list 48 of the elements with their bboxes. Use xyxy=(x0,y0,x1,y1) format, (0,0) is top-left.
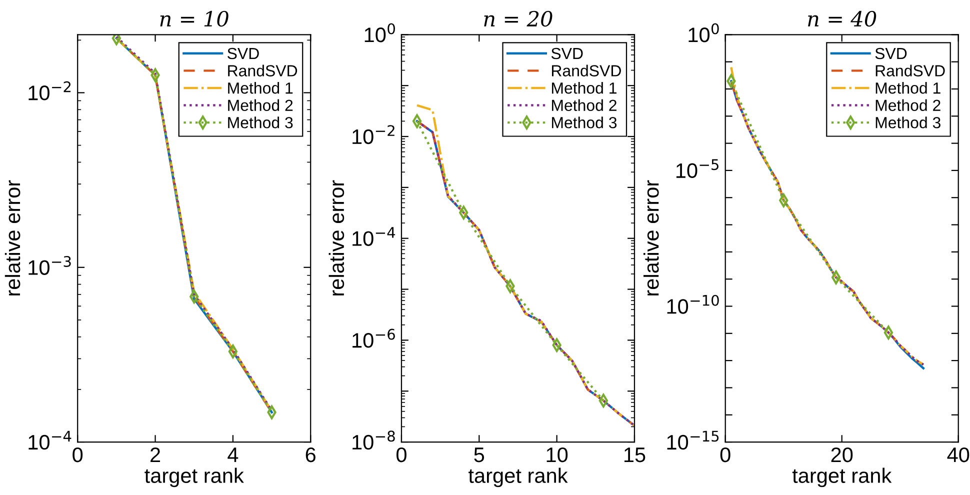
legend-label: Method 1 xyxy=(228,82,293,94)
legend-label: RandSVD xyxy=(228,64,298,76)
x-tick-label: 15 xyxy=(624,448,646,462)
x-tick-label: 40 xyxy=(947,447,970,462)
x-tick-label: 5 xyxy=(474,448,484,462)
y-tick-label: 10$^{−2}$ xyxy=(28,81,71,100)
legend-label: Method 3 xyxy=(876,116,940,128)
legend-label: Method 2 xyxy=(228,99,293,112)
x-tick-label: 10 xyxy=(546,447,568,462)
x-tick-label: 0 xyxy=(720,447,730,462)
x-tick-label: 0 xyxy=(396,447,406,462)
y-tick-label: 10$^{−6}$ xyxy=(352,328,395,348)
legend-label: Method 1 xyxy=(876,82,940,94)
point xyxy=(228,344,238,358)
chart-title: n = 40 xyxy=(808,10,876,27)
y-axis-title: relative error xyxy=(4,180,20,296)
y-tick-label: 10$^{−8}$ xyxy=(352,430,395,450)
x-axis-title: target rank xyxy=(144,468,244,488)
legend-label: RandSVD xyxy=(876,64,945,76)
legend-label: SVD xyxy=(228,48,259,60)
y-tick-label: 10$^{0}$ xyxy=(688,23,719,42)
x-tick-label: 20 xyxy=(831,447,853,462)
y-tick-label: 10$^{−15}$ xyxy=(667,430,719,450)
y-tick-label: 10$^{−10}$ xyxy=(667,294,719,314)
x-axis-title: target rank xyxy=(468,468,568,488)
legend-label: SVD xyxy=(551,48,583,60)
chart-title: n = 10 xyxy=(160,10,228,27)
legend-label: Method 3 xyxy=(228,116,293,128)
y-tick-label: 10$^{−3}$ xyxy=(28,256,71,275)
y-tick-label: 10$^{−5}$ xyxy=(676,159,718,178)
y-axis-title: relative error xyxy=(644,180,659,296)
x-axis-title: target rank xyxy=(792,468,892,488)
legend-label: Method 1 xyxy=(552,82,616,94)
y-tick-label: 10$^{−4}$ xyxy=(352,227,396,246)
legend-label: Method 3 xyxy=(552,116,617,128)
y-tick-label: 10$^{0}$ xyxy=(364,23,395,42)
legend-label: Method 2 xyxy=(876,99,940,112)
legend-label: Method 2 xyxy=(552,99,616,112)
y-tick-label: 10$^{−2}$ xyxy=(352,125,394,144)
x-tick-label: 4 xyxy=(228,448,238,462)
y-axis-title: relative error xyxy=(328,180,344,296)
y-tick-label: 10$^{−4}$ xyxy=(28,430,72,450)
x-tick-label: 6 xyxy=(306,447,316,462)
x-tick-label: 2 xyxy=(150,447,160,462)
x-tick-label: 0 xyxy=(72,447,83,462)
legend-label: RandSVD xyxy=(552,64,621,76)
chart-title: n = 20 xyxy=(484,10,552,27)
legend-label: SVD xyxy=(875,48,907,60)
